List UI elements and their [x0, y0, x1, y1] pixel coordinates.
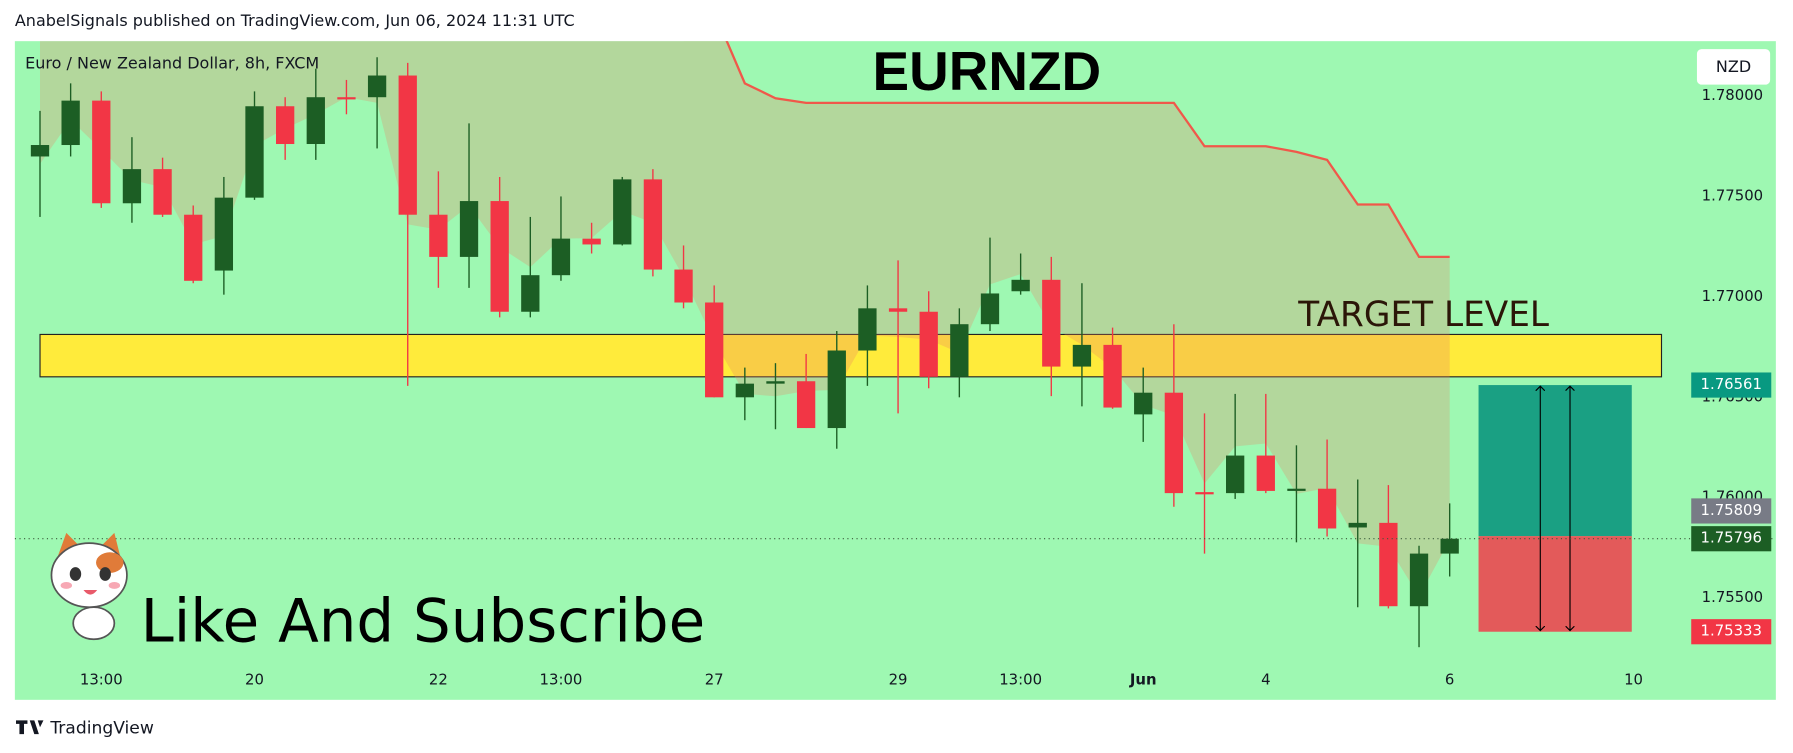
candle-body: [1287, 488, 1306, 491]
candle-body: [1409, 553, 1429, 607]
y-tick-label: 1.78000: [1702, 86, 1763, 104]
candle-body: [153, 169, 172, 215]
candle-body: [429, 214, 448, 257]
x-tick-label: 22: [429, 670, 448, 688]
candle-body: [1317, 488, 1337, 529]
candle-body: [245, 106, 264, 198]
x-tick-label: 13:00: [540, 670, 583, 688]
candle-body: [950, 324, 969, 377]
candle-body: [306, 97, 325, 145]
y-tick-label: 1.77000: [1702, 287, 1763, 305]
candle-body: [214, 197, 234, 271]
candle-body: [367, 75, 387, 98]
candle-body: [796, 381, 816, 429]
candle-body: [1103, 344, 1122, 408]
header-text: AnabelSignals published on TradingView.c…: [15, 11, 575, 30]
x-tick-label: Jun: [1129, 670, 1157, 688]
x-tick-label: 20: [245, 670, 264, 688]
candle-body: [122, 169, 142, 204]
trend-fill: [39, 41, 1450, 597]
candle-body: [582, 238, 601, 245]
candle-body: [30, 145, 50, 157]
candle-body: [613, 179, 632, 245]
x-tick-label: 13:00: [80, 670, 123, 688]
price-label: 1.76561: [1701, 375, 1762, 393]
candle-body: [61, 100, 80, 146]
candle-body: [766, 381, 785, 384]
candle-body: [705, 302, 724, 398]
candle-body: [1134, 392, 1153, 415]
candle-body: [1256, 455, 1275, 491]
x-tick-label: 10: [1624, 670, 1643, 688]
target-zone-label: TARGET LEVEL: [1297, 295, 1549, 335]
price-label-box: [1691, 526, 1772, 552]
candle-body: [674, 269, 693, 303]
target-zone: [39, 333, 1663, 378]
candle-body: [398, 75, 417, 215]
cat-icon: [50, 532, 128, 641]
x-tick-label: 13:00: [999, 670, 1042, 688]
candle-body: [276, 106, 295, 145]
candle-body: [643, 179, 663, 270]
candle-body: [1195, 492, 1214, 495]
chart-title: EURNZD: [873, 40, 1102, 102]
loss-zone: [1478, 536, 1632, 632]
symbol-label: Euro / New Zealand Dollar, 8h, FXCM: [25, 54, 319, 73]
x-tick-label: 4: [1261, 670, 1270, 688]
price-label-box: [1691, 372, 1772, 398]
candle-body: [980, 293, 1000, 325]
currency-box[interactable]: [1696, 49, 1771, 85]
candle-body: [858, 308, 877, 351]
brand-logo: [16, 720, 44, 735]
x-tick-label: 27: [705, 670, 724, 688]
candle-body: [92, 100, 111, 204]
candle-body: [1042, 279, 1061, 367]
candle-body: [1011, 279, 1030, 292]
candle-body: [1440, 538, 1459, 554]
candle-body: [337, 97, 356, 100]
candle-body: [827, 350, 846, 429]
candle-body: [1164, 392, 1184, 494]
profit-zone: [1478, 385, 1632, 537]
brand-name: TradingView: [49, 718, 154, 738]
y-tick-label: 1.75500: [1702, 588, 1763, 606]
candle-body: [490, 201, 509, 312]
price-label: 1.75809: [1701, 501, 1762, 519]
candle-body: [551, 238, 571, 276]
candle-body: [459, 201, 479, 257]
candle-body: [1348, 522, 1367, 528]
x-tick-label: 6: [1445, 670, 1454, 688]
currency-label[interactable]: NZD: [1716, 57, 1751, 76]
candle-body: [919, 311, 938, 377]
candle-body: [521, 275, 540, 312]
annotation-text: Like And Subscribe: [141, 588, 706, 657]
price-label: 1.75796: [1701, 529, 1762, 547]
candle-body: [1072, 344, 1092, 367]
price-label: 1.75333: [1701, 622, 1762, 640]
candle-body: [735, 383, 754, 398]
supertrend-line: [725, 41, 1450, 259]
candle-body: [1379, 522, 1398, 607]
price-label-box: [1691, 498, 1772, 524]
candle-body: [184, 214, 203, 281]
price-label-box: [1691, 619, 1772, 645]
x-tick-label: 29: [889, 670, 908, 688]
candle-body: [1226, 455, 1245, 494]
y-tick-label: 1.77500: [1702, 186, 1763, 204]
candle-body: [888, 308, 908, 312]
